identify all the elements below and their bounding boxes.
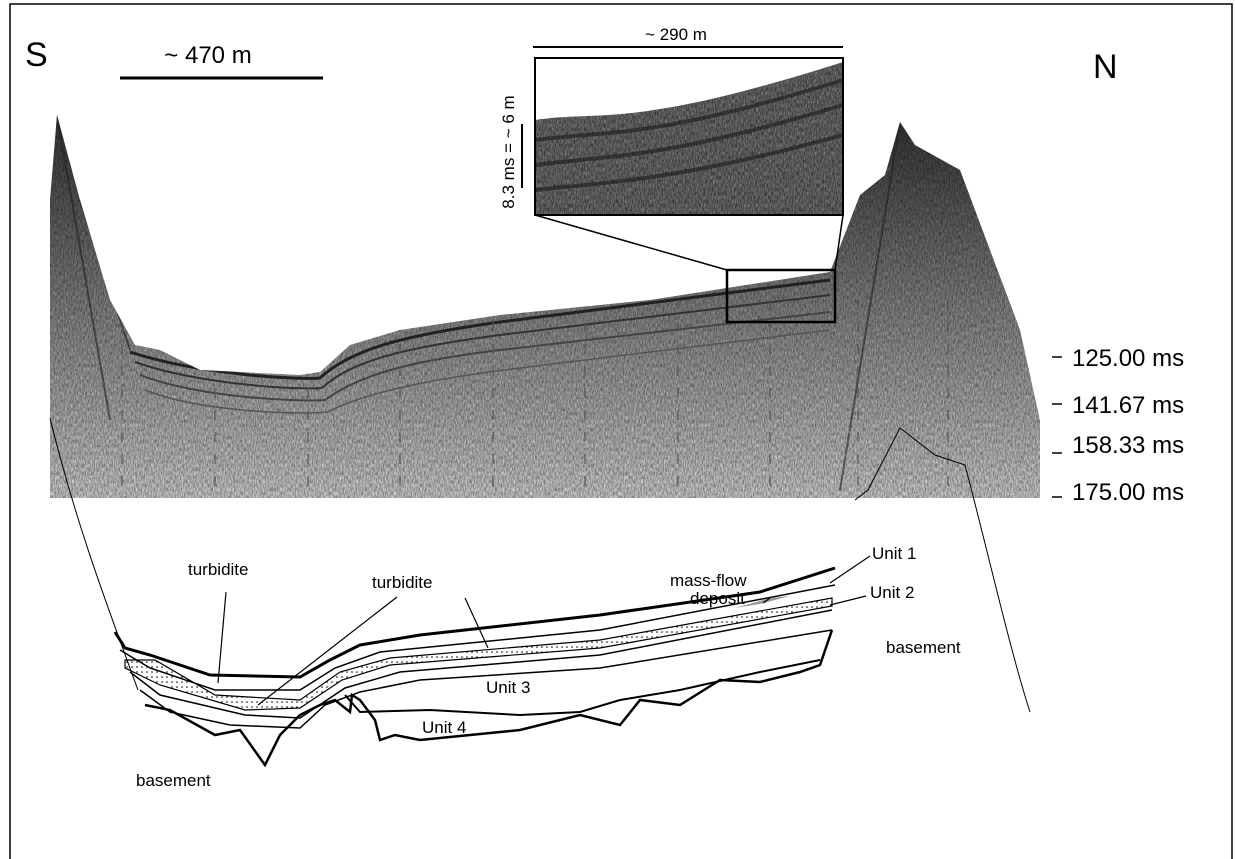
scale-label: 8.3 ms = ~ 6 m <box>499 95 518 208</box>
interpretation-label: turbidite <box>372 573 432 592</box>
interpretation-label: mass-flow <box>670 571 747 590</box>
interpretation-label: Unit 4 <box>422 718 466 737</box>
depth-label: 158.33 ms <box>1072 432 1184 459</box>
direction-label: N <box>1093 48 1118 86</box>
direction-label: S <box>25 36 48 74</box>
depth-label: 141.67 ms <box>1072 392 1184 419</box>
interpretation-label: turbidite <box>188 560 248 579</box>
interpretation-label: Unit 1 <box>872 544 916 563</box>
interpretation-label: deposit <box>690 589 745 608</box>
depth-label: 125.00 ms <box>1072 345 1184 372</box>
depth-label: 175.00 ms <box>1072 479 1184 506</box>
interpretation-label: basement <box>886 638 961 657</box>
interpretation-label: Unit 3 <box>486 678 530 697</box>
interpretation-label: Unit 2 <box>870 583 914 602</box>
interpretation-label: basement <box>136 771 211 790</box>
scale-label: ~ 470 m <box>164 42 251 69</box>
figure: ~ 470 m ~ 290 m 8.3 ms = ~ 6 m S N 125.0… <box>0 0 1235 859</box>
scale-label: ~ 290 m <box>645 25 707 44</box>
